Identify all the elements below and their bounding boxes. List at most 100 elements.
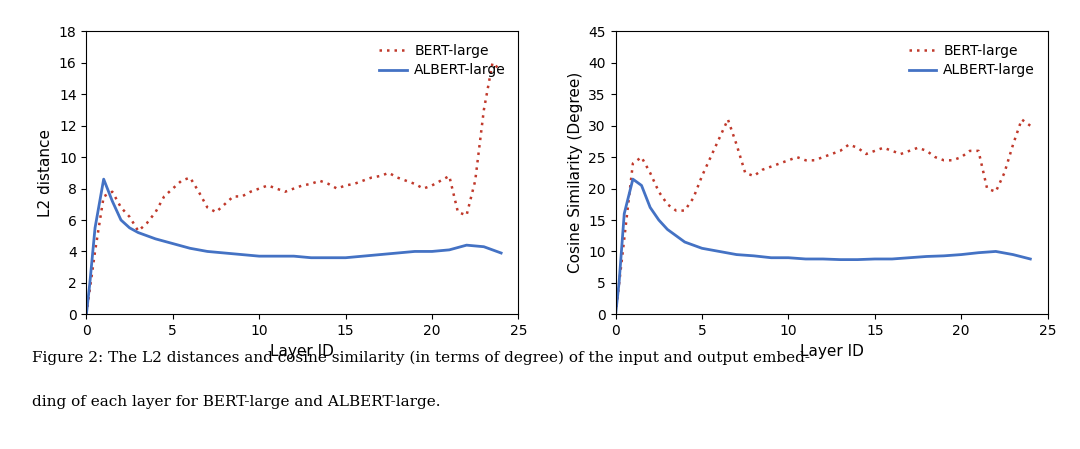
BERT-large [287, 186, 300, 191]
BERT-large [235, 194, 248, 199]
X-axis label: Layer ID: Layer ID [799, 343, 864, 359]
BERT-large [426, 183, 438, 188]
ALBERT-large [339, 255, 352, 260]
ALBERT-large [408, 249, 421, 254]
Line: ALBERT-large: ALBERT-large [616, 179, 1030, 314]
BERT-large [998, 170, 1011, 176]
BERT-large [678, 208, 691, 213]
BERT-large [808, 158, 821, 163]
Text: Figure 2: The L2 distances and cosine similarity (in terms of degree) of the inp: Figure 2: The L2 distances and cosine si… [32, 350, 810, 365]
BERT-large [825, 151, 838, 157]
BERT-large [322, 181, 335, 187]
BERT-large [244, 189, 257, 194]
ALBERT-large [149, 236, 162, 242]
BERT-large [920, 148, 933, 154]
ALBERT-large [270, 253, 283, 259]
BERT-large [860, 151, 873, 157]
BERT-large [184, 175, 197, 180]
BERT-large [739, 170, 752, 176]
Legend: BERT-large, ALBERT-large: BERT-large, ALBERT-large [374, 38, 512, 83]
ALBERT-large [287, 253, 300, 259]
BERT-large [644, 170, 657, 176]
ALBERT-large [834, 257, 847, 262]
BERT-large [270, 186, 283, 191]
BERT-large [877, 145, 890, 150]
Line: BERT-large: BERT-large [86, 63, 501, 314]
BERT-large [210, 210, 222, 215]
ALBERT-large [644, 205, 657, 210]
BERT-large [670, 208, 683, 213]
BERT-large [834, 148, 847, 154]
BERT-large [339, 183, 352, 188]
ALBERT-large [920, 254, 933, 259]
ALBERT-large [97, 176, 110, 182]
BERT-large [460, 213, 473, 218]
BERT-large [981, 186, 994, 191]
BERT-large [687, 195, 700, 201]
BERT-large [296, 183, 309, 188]
ALBERT-large [443, 247, 456, 252]
BERT-large [417, 186, 430, 191]
BERT-large [1015, 117, 1028, 122]
BERT-large [747, 173, 760, 179]
BERT-large [356, 178, 369, 184]
ALBERT-large [218, 251, 231, 256]
BERT-large [799, 158, 812, 163]
ALBERT-large [955, 252, 968, 257]
ALBERT-large [114, 217, 127, 223]
BERT-large [305, 181, 318, 187]
BERT-large [652, 189, 665, 194]
ALBERT-large [83, 280, 96, 286]
BERT-large [721, 117, 734, 122]
BERT-large [192, 189, 205, 194]
ALBERT-large [140, 233, 153, 238]
ALBERT-large [765, 255, 778, 260]
BERT-large [1024, 123, 1037, 128]
BERT-large [963, 148, 976, 154]
ALBERT-large [972, 250, 985, 255]
BERT-large [434, 178, 447, 184]
BERT-large [946, 158, 959, 163]
BERT-large [635, 154, 648, 160]
BERT-large [937, 158, 950, 163]
BERT-large [765, 164, 778, 169]
BERT-large [842, 142, 855, 147]
ALBERT-large [989, 249, 1002, 254]
Line: BERT-large: BERT-large [616, 119, 1030, 314]
ALBERT-large [612, 280, 625, 286]
BERT-large [158, 194, 171, 199]
ALBERT-large [201, 249, 214, 254]
ALBERT-large [868, 256, 881, 262]
ALBERT-large [374, 252, 387, 257]
ALBERT-large [782, 255, 795, 260]
ALBERT-large [1024, 256, 1037, 262]
BERT-large [330, 186, 343, 191]
BERT-large [894, 151, 907, 157]
ALBERT-large [730, 252, 743, 257]
BERT-large [149, 210, 162, 215]
ALBERT-large [937, 253, 950, 259]
ALBERT-large [886, 256, 899, 262]
BERT-large [477, 107, 490, 113]
ALBERT-large [89, 225, 102, 231]
BERT-large [868, 148, 881, 154]
BERT-large [253, 186, 266, 191]
BERT-large [132, 229, 145, 234]
BERT-large [661, 202, 674, 207]
BERT-large [851, 145, 864, 150]
BERT-large [782, 158, 795, 163]
ALBERT-large [678, 239, 691, 245]
BERT-large [756, 167, 769, 172]
BERT-large [365, 175, 378, 180]
BERT-large [955, 154, 968, 160]
BERT-large [313, 178, 326, 184]
BERT-large [391, 175, 404, 180]
ALBERT-large [132, 230, 145, 235]
ALBERT-large [253, 253, 266, 259]
ALBERT-large [106, 198, 119, 204]
BERT-large [89, 249, 102, 254]
ALBERT-large [305, 255, 318, 260]
BERT-large [791, 154, 804, 160]
BERT-large [696, 173, 708, 179]
BERT-large [114, 205, 127, 210]
